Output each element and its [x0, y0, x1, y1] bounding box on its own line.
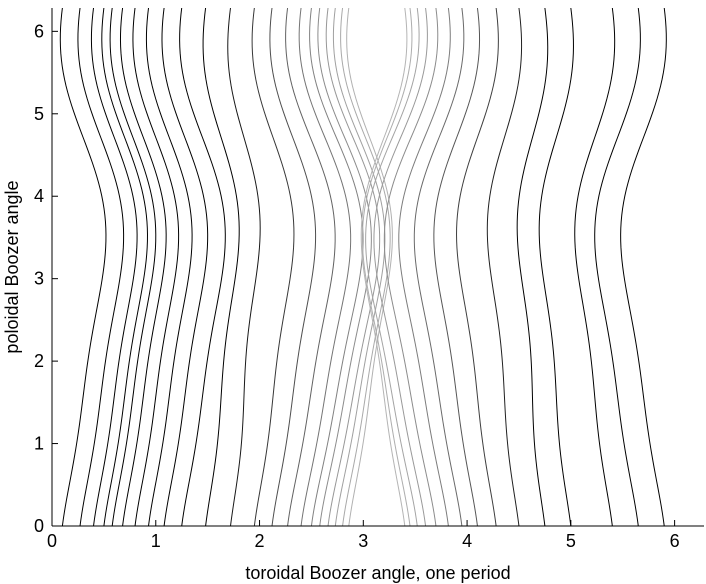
- y-tick-label: 6: [34, 21, 44, 41]
- x-tick-label: 1: [151, 531, 161, 551]
- x-tick-label: 3: [358, 531, 368, 551]
- x-tick-label: 5: [566, 531, 576, 551]
- x-tick-label: 2: [255, 531, 265, 551]
- x-tick-label: 4: [462, 531, 472, 551]
- y-tick-label: 5: [34, 104, 44, 124]
- y-tick-label: 4: [34, 186, 44, 206]
- y-tick-label: 1: [34, 434, 44, 454]
- y-tick-label: 3: [34, 269, 44, 289]
- x-tick-label: 0: [47, 531, 57, 551]
- y-tick-label: 0: [34, 516, 44, 536]
- y-axis-label: poloidal Boozer angle: [2, 180, 22, 353]
- x-axis-label: toroidal Boozer angle, one period: [245, 563, 510, 583]
- y-tick-label: 2: [34, 351, 44, 371]
- x-tick-label: 6: [670, 531, 680, 551]
